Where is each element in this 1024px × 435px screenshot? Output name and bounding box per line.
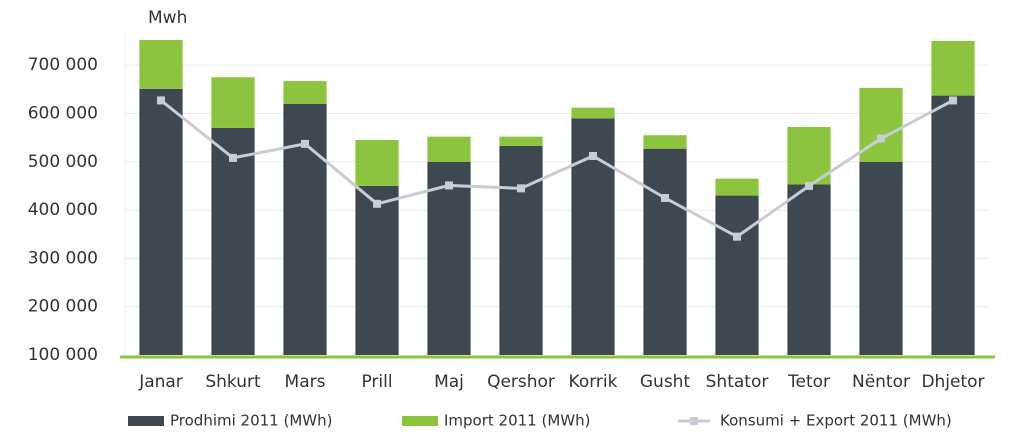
bar <box>211 127 255 355</box>
bar <box>427 161 471 355</box>
y-tick-label: 300 000 <box>28 248 98 268</box>
bar <box>643 148 687 355</box>
y-tick-label: 700 000 <box>28 55 98 75</box>
x-tick-label: Korrik <box>569 372 618 392</box>
line <box>160 99 954 239</box>
line-marker <box>445 181 453 190</box>
line-marker <box>949 96 957 105</box>
bar <box>643 135 687 149</box>
bar <box>931 41 975 96</box>
y-tick-label: 100 000 <box>28 345 98 365</box>
line-marker <box>301 139 309 148</box>
y-tick-label: 400 000 <box>28 200 98 220</box>
bar <box>571 107 615 119</box>
bar <box>283 81 327 104</box>
line-marker <box>733 232 741 241</box>
line-marker <box>589 151 597 160</box>
bar <box>499 136 543 146</box>
y-tick-label: 500 000 <box>28 152 98 172</box>
x-tick-label: Janar <box>138 372 183 392</box>
bar <box>931 95 975 355</box>
bar <box>715 195 759 355</box>
legend-label: Import 2011 (MWh) <box>444 412 590 430</box>
x-tick-label: Shtator <box>706 372 769 392</box>
y-tick-label: 200 000 <box>28 297 98 317</box>
x-tick-label: Tetor <box>787 372 830 392</box>
legend-label: Konsumi + Export 2011 (MWh) <box>720 412 952 430</box>
y-axis-label: Mwh <box>148 8 187 28</box>
bar <box>355 185 399 355</box>
x-tick-label: Shkurt <box>205 372 261 392</box>
bar <box>139 88 183 355</box>
x-tick-label: Dhjetor <box>921 372 984 392</box>
line-marker <box>229 153 237 162</box>
legend-swatch <box>402 416 438 426</box>
x-tick-label: Gusht <box>640 372 691 392</box>
x-tick-label: Mars <box>285 372 326 392</box>
line-marker <box>517 184 525 193</box>
line-marker <box>877 134 885 143</box>
x-tick-label: Maj <box>434 372 464 392</box>
bar <box>139 40 183 89</box>
bar <box>715 178 759 196</box>
bar <box>499 145 543 355</box>
bar <box>211 77 255 128</box>
x-tick-label: Prill <box>361 372 392 392</box>
line-marker <box>373 199 381 208</box>
x-tick-label: Qershor <box>487 372 555 392</box>
y-tick-label: 600 000 <box>28 103 98 123</box>
bar <box>787 184 831 355</box>
legend-label: Prodhimi 2011 (MWh) <box>170 412 332 430</box>
bar <box>427 136 471 162</box>
line-marker <box>157 96 165 105</box>
x-tick-label: Nëntor <box>852 372 910 392</box>
legend-swatch <box>690 417 698 425</box>
line-marker <box>661 194 669 202</box>
legend-swatch <box>128 416 164 426</box>
bar <box>859 87 903 162</box>
bar <box>859 161 903 355</box>
bar <box>355 140 399 186</box>
line-marker <box>805 181 813 190</box>
